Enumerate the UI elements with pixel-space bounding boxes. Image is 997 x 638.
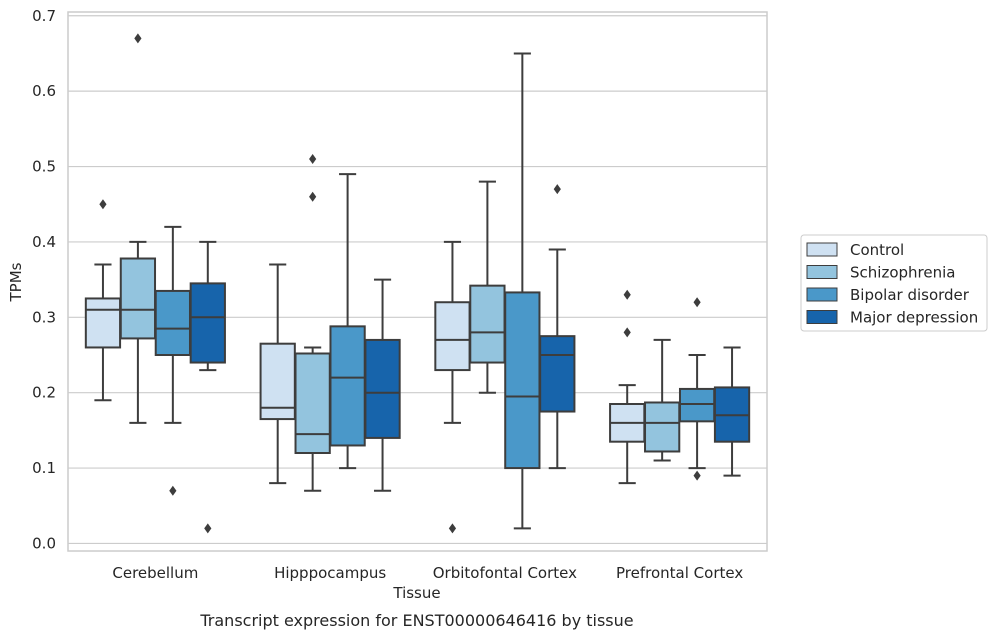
y-axis-label: TPMs	[7, 262, 25, 302]
iqr-box	[469, 284, 506, 364]
legend-label: Major depression	[850, 309, 978, 327]
legend-swatch	[806, 310, 838, 324]
iqr-box	[678, 387, 716, 423]
box-control	[259, 263, 296, 485]
box-major-depression	[364, 278, 401, 492]
outlier-point	[693, 297, 701, 308]
legend-swatch	[806, 287, 838, 302]
chart-caption: Transcript expression for ENST0000064641…	[199, 611, 633, 630]
y-tick-label: 0.6	[32, 82, 56, 100]
outlier-point	[169, 485, 177, 496]
y-tick-label: 0.1	[32, 459, 56, 477]
box-schizophrenia	[119, 33, 157, 424]
box-control	[434, 240, 471, 534]
outlier-point	[448, 523, 457, 534]
box-marks	[84, 33, 751, 534]
iqr-box	[119, 257, 157, 340]
box-schizophrenia	[469, 180, 506, 394]
x-axis-label: Tissue	[392, 584, 440, 602]
box-major-depression	[539, 184, 576, 470]
legend-frame	[800, 234, 988, 332]
iqr-box	[539, 335, 576, 413]
plot-frame	[67, 11, 768, 552]
outlier-point	[309, 154, 317, 164]
outlier-point	[623, 289, 631, 300]
iqr-box	[154, 289, 191, 356]
outlier-point	[309, 191, 317, 202]
outlier-point	[134, 33, 142, 44]
legend: Control Schizophrenia Bipolar disorder Majo…	[800, 234, 988, 332]
outlier-point	[99, 199, 107, 210]
x-tick-label: Hipppocampus	[274, 564, 386, 582]
legend-label: Schizophrenia	[850, 264, 955, 282]
x-tick-label: Prefrontal Cortex	[616, 564, 743, 582]
outlier-point	[204, 523, 212, 534]
legend-label: Control	[850, 241, 904, 259]
x-tick-label: Orbitofontal Cortex	[433, 564, 577, 582]
box-major-depression	[713, 346, 751, 477]
iqr-box	[644, 401, 681, 453]
outlier-point	[623, 327, 631, 338]
iqr-box	[259, 342, 296, 421]
y-tick-label: 0.4	[32, 233, 56, 251]
iqr-box	[434, 301, 471, 372]
y-tick-label: 0.2	[32, 384, 56, 402]
y-tick-label: 0.0	[32, 534, 56, 552]
y-tick-labels: 0.0 0.1 0.2 0.3 0.4 0.5 0.6 0.7	[32, 7, 56, 553]
y-tick-label: 0.3	[32, 308, 56, 326]
y-tick-label: 0.5	[32, 158, 56, 176]
box-bipolar-disorder	[504, 52, 541, 530]
y-tick-label: 0.7	[32, 7, 56, 25]
legend-swatch	[806, 265, 838, 279]
iqr-box	[189, 282, 226, 364]
iqr-box	[364, 338, 401, 439]
iqr-box	[84, 297, 122, 349]
iqr-box	[504, 291, 541, 470]
box-bipolar-disorder	[678, 297, 716, 481]
x-tick-label: Cerebellum	[112, 564, 198, 582]
outlier-point	[553, 184, 561, 195]
box-bipolar-disorder	[154, 225, 191, 496]
box-schizophrenia	[294, 154, 331, 492]
box-control	[609, 289, 646, 485]
outlier-point	[693, 470, 701, 481]
box-control	[84, 199, 122, 402]
legend-swatch	[806, 242, 838, 257]
iqr-box	[329, 325, 366, 447]
legend-label: Bipolar disorder	[850, 286, 970, 304]
x-tick-labels: Cerebellum Hipppocampus Orbitofontal Corte…	[112, 564, 743, 582]
box-schizophrenia	[644, 338, 681, 462]
box-major-depression	[189, 240, 226, 534]
iqr-box	[294, 352, 331, 454]
box-bipolar-disorder	[329, 173, 366, 470]
